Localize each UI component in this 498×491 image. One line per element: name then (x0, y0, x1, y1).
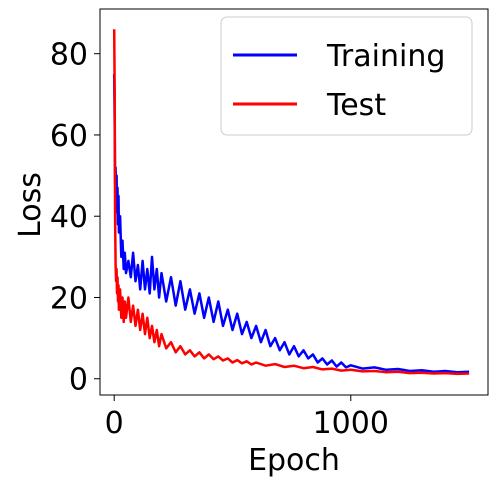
plot-frame (99, 8, 489, 396)
y-axis-label: Loss (13, 172, 48, 238)
y-tick-label: 80 (50, 38, 88, 73)
x-tick-label: 0 (105, 406, 124, 441)
y-tick-label: 0 (69, 363, 88, 398)
y-tick-label: 40 (50, 200, 88, 235)
y-tick-label: 60 (50, 119, 88, 154)
x-axis-label: Epoch (248, 443, 340, 478)
series-line-training (112, 73, 470, 374)
legend-label-training: Training (326, 39, 445, 74)
y-tick-label: 20 (50, 281, 88, 316)
x-tick-label: 1000 (313, 406, 389, 441)
axis-ticks: 0 1000 0 20 40 60 80 (50, 38, 389, 441)
series-lines (112, 29, 470, 376)
series-line-test (112, 29, 470, 376)
legend: Training Test (220, 16, 473, 136)
legend-label-test: Test (326, 88, 386, 123)
